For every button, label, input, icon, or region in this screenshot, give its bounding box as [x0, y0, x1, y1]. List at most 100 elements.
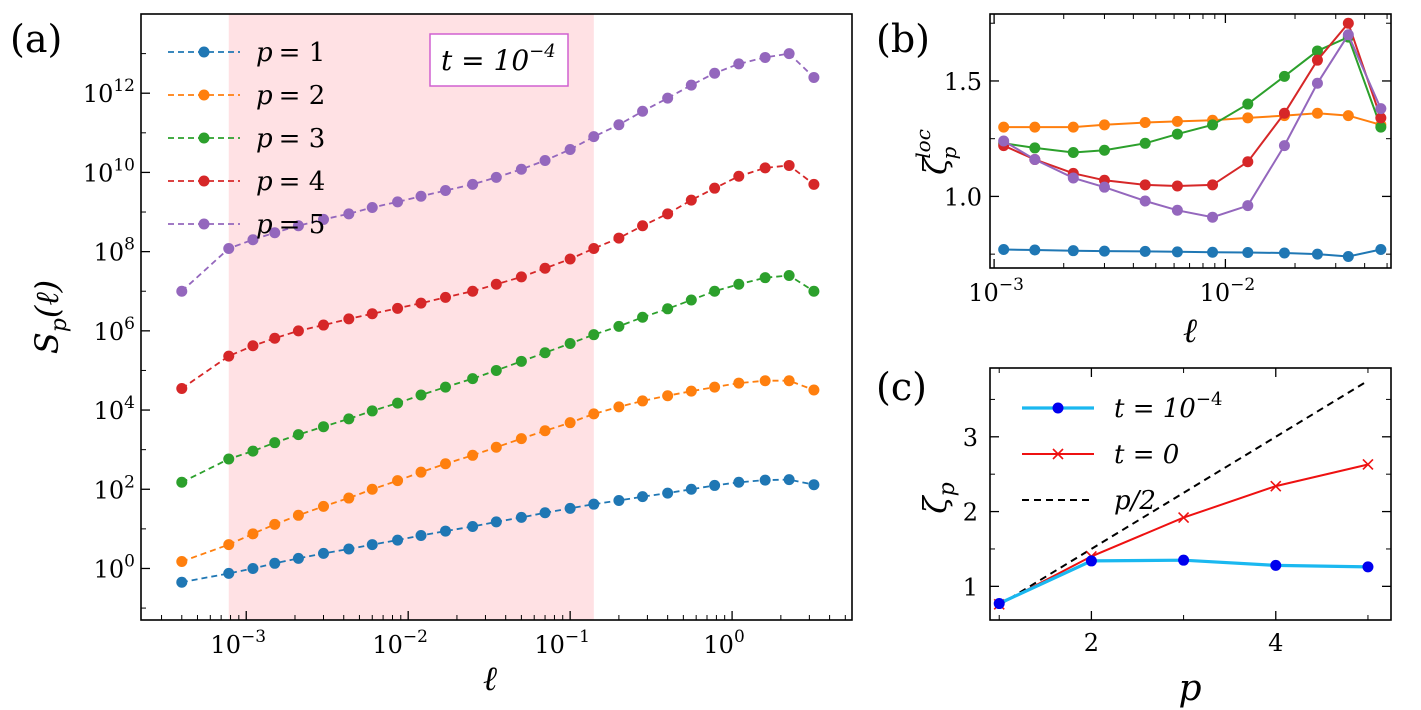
- data-point: [1178, 511, 1190, 524]
- data-point: [709, 285, 721, 297]
- x-axis-label: p: [1178, 668, 1201, 709]
- data-point: [1171, 246, 1183, 258]
- data-point: [490, 364, 502, 376]
- data-point: [392, 302, 404, 314]
- legend-entry-1: t = 10−4: [1022, 389, 1222, 424]
- data-point: [392, 475, 404, 487]
- data-point: [1278, 140, 1290, 152]
- data-point: [539, 347, 551, 359]
- data-point: [269, 557, 281, 569]
- data-point: [1171, 204, 1183, 216]
- series-p4: [176, 159, 820, 395]
- data-point: [223, 242, 235, 254]
- data-point: [490, 171, 502, 183]
- data-point: [1067, 172, 1079, 184]
- legend-entry-2: t = 0: [1022, 440, 1179, 470]
- series-line: [998, 463, 1369, 606]
- series-p3: [998, 31, 1387, 159]
- series-t-0: [993, 458, 1374, 610]
- data-point: [709, 381, 721, 393]
- y-tick-label: 104: [94, 393, 135, 425]
- data-point: [1029, 153, 1041, 165]
- data-point: [1375, 121, 1387, 133]
- data-point: [759, 51, 771, 63]
- series-line: [1003, 35, 1382, 154]
- data-point: [247, 340, 259, 352]
- data-point: [998, 121, 1010, 133]
- data-point: [1098, 144, 1110, 156]
- data-point: [662, 390, 674, 402]
- legend: p = 1 p = 2 p = 3 p = 4 p = 5: [168, 38, 325, 240]
- data-point: [440, 525, 452, 537]
- data-point: [366, 483, 378, 495]
- data-point: [539, 154, 551, 166]
- x-tick-label: 10−1: [534, 627, 590, 659]
- data-point: [1242, 112, 1254, 124]
- data-point: [662, 303, 674, 315]
- legend-marker: [198, 175, 210, 187]
- x-tick-label: 10−3: [210, 627, 266, 659]
- series-p2: [176, 375, 820, 567]
- annotation-box: t = 10−4: [429, 33, 569, 87]
- legend-marker: [198, 218, 210, 230]
- data-point: [176, 576, 188, 588]
- data-point: [292, 552, 304, 564]
- series-p1: [176, 474, 820, 588]
- data-point: [318, 213, 330, 225]
- data-point: [588, 329, 600, 341]
- series-t-1e-4: [993, 554, 1374, 610]
- data-point: [662, 208, 674, 220]
- data-point: [808, 71, 820, 83]
- legend-entry-p1: p = 1: [168, 38, 325, 68]
- y-tick-label: 1.5: [944, 68, 982, 96]
- data-point: [247, 562, 259, 574]
- data-point: [1311, 107, 1323, 119]
- data-point: [392, 534, 404, 546]
- data-point: [709, 182, 721, 194]
- legend-label: t = 10−4: [1114, 389, 1222, 424]
- data-point: [685, 194, 697, 206]
- data-point: [176, 555, 188, 567]
- y-tick-label: 108: [94, 235, 135, 267]
- legend-label: p/2: [1114, 486, 1156, 516]
- data-point: [1085, 555, 1097, 567]
- tick-group: 2 4 1 2 3: [963, 368, 1391, 657]
- panel-c: 2 4 1 2 3 t = 10−4 t = 0 p/2 p ζp: [916, 367, 1392, 709]
- data-point: [223, 350, 235, 362]
- legend-label: p = 5: [256, 210, 325, 240]
- data-point: [1270, 480, 1282, 492]
- data-point: [564, 253, 576, 265]
- data-point: [1139, 245, 1151, 257]
- data-point: [1242, 247, 1254, 259]
- data-point: [1342, 29, 1354, 41]
- data-point: [588, 131, 600, 143]
- series-line: [1003, 32, 1382, 219]
- data-point: [292, 325, 304, 337]
- data-point: [1242, 98, 1254, 110]
- data-point: [1278, 247, 1290, 259]
- y-tick-label: 2: [963, 499, 978, 527]
- data-point: [613, 232, 625, 244]
- data-point: [515, 163, 527, 175]
- y-axis-label: Sp(ℓ): [28, 280, 72, 354]
- data-point: [269, 437, 281, 449]
- data-point: [1375, 112, 1387, 124]
- data-point: [808, 479, 820, 491]
- series-line: [998, 558, 1369, 605]
- data-point: [343, 313, 355, 325]
- data-point: [588, 498, 600, 510]
- data-point: [343, 413, 355, 425]
- series-p5: [176, 48, 820, 297]
- legend-entry-p3: p = 3: [168, 124, 325, 154]
- data-point: [808, 384, 820, 396]
- data-point: [685, 483, 697, 495]
- data-point: [247, 445, 259, 457]
- data-point: [1171, 180, 1183, 192]
- data-point: [415, 530, 427, 542]
- data-point: [490, 278, 502, 290]
- data-point: [1171, 115, 1183, 127]
- data-point: [1342, 250, 1354, 262]
- data-point: [637, 105, 649, 117]
- data-point: [1270, 559, 1282, 571]
- series-group: [998, 17, 1387, 262]
